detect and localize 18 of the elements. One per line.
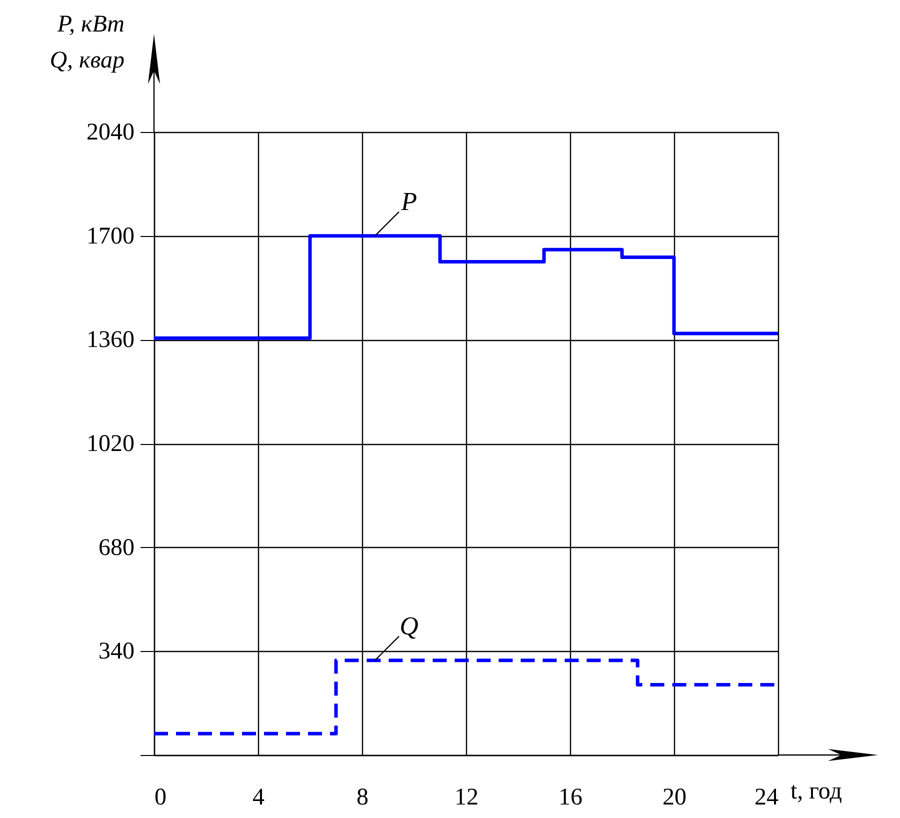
x-tick-label: 0 [154,784,166,810]
x-tick-label: 8 [356,784,368,810]
text: P, кВт [57,12,124,38]
series-label: Q [400,611,419,640]
y-tick-label: 680 [98,534,134,561]
y-tick-label: 1700 [86,223,134,250]
y-tick-label: 1360 [86,327,134,354]
x-tick-label: 4 [252,784,264,810]
x-tick-label: 12 [454,784,478,810]
series-label: P [400,186,418,216]
x-tick-label: 20 [662,784,686,810]
x-tick-label: 16 [558,784,582,810]
y-tick-label: 2040 [86,120,134,146]
y-tick-label: 1020 [86,431,134,457]
y-tick-label: 340 [98,638,134,665]
x-tick-label: 24 [754,784,778,810]
x-axis-title: t, год [790,778,842,804]
text: Q, квар [50,48,124,74]
